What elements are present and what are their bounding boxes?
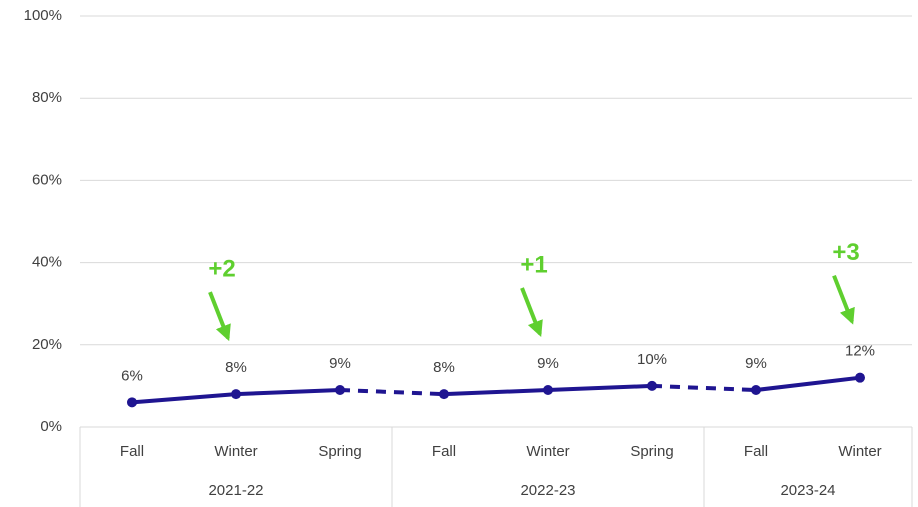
value-label: 9% — [537, 355, 559, 372]
group-label: 2023-24 — [780, 482, 835, 499]
annotation: +2 — [208, 255, 235, 282]
point — [335, 385, 345, 396]
annotation: +1 — [520, 251, 547, 278]
y-tick-label: 60% — [32, 171, 62, 188]
y-tick-label: 40% — [32, 254, 62, 271]
point — [439, 389, 449, 400]
x-tick-label: Winter — [838, 443, 881, 460]
x-tick-label: Winter — [214, 443, 257, 460]
line-segment — [754, 375, 862, 393]
y-tick-label: 80% — [32, 89, 62, 106]
dashed-connector — [651, 383, 757, 393]
x-tick-label: Winter — [526, 443, 569, 460]
point — [855, 372, 865, 383]
annotation-arrow — [832, 274, 855, 325]
annotation-arrow — [208, 291, 231, 342]
x-tick-label: Fall — [744, 443, 768, 460]
value-label: 8% — [433, 359, 455, 376]
dashed-connector — [339, 388, 445, 397]
value-label: 6% — [121, 367, 143, 384]
x-tick-label: Spring — [630, 443, 673, 460]
y-tick-label: 0% — [40, 418, 62, 435]
x-tick-label: Fall — [432, 443, 456, 460]
value-label: 9% — [329, 355, 351, 372]
group-label: 2021-22 — [208, 482, 263, 499]
point — [751, 385, 761, 396]
group-label: 2022-23 — [520, 482, 575, 499]
value-label: 12% — [845, 343, 875, 360]
value-label: 9% — [745, 355, 767, 372]
y-tick-label: 100% — [24, 7, 62, 24]
point — [543, 385, 553, 396]
annotation: +3 — [832, 239, 859, 266]
annotation-arrow — [520, 287, 543, 337]
value-label: 10% — [637, 351, 667, 368]
x-tick-label: Fall — [120, 443, 144, 460]
x-tick-label: Spring — [318, 443, 361, 460]
y-tick-label: 20% — [32, 336, 62, 353]
value-label: 8% — [225, 359, 247, 376]
point — [127, 397, 137, 408]
point — [231, 389, 241, 400]
point — [647, 380, 657, 391]
